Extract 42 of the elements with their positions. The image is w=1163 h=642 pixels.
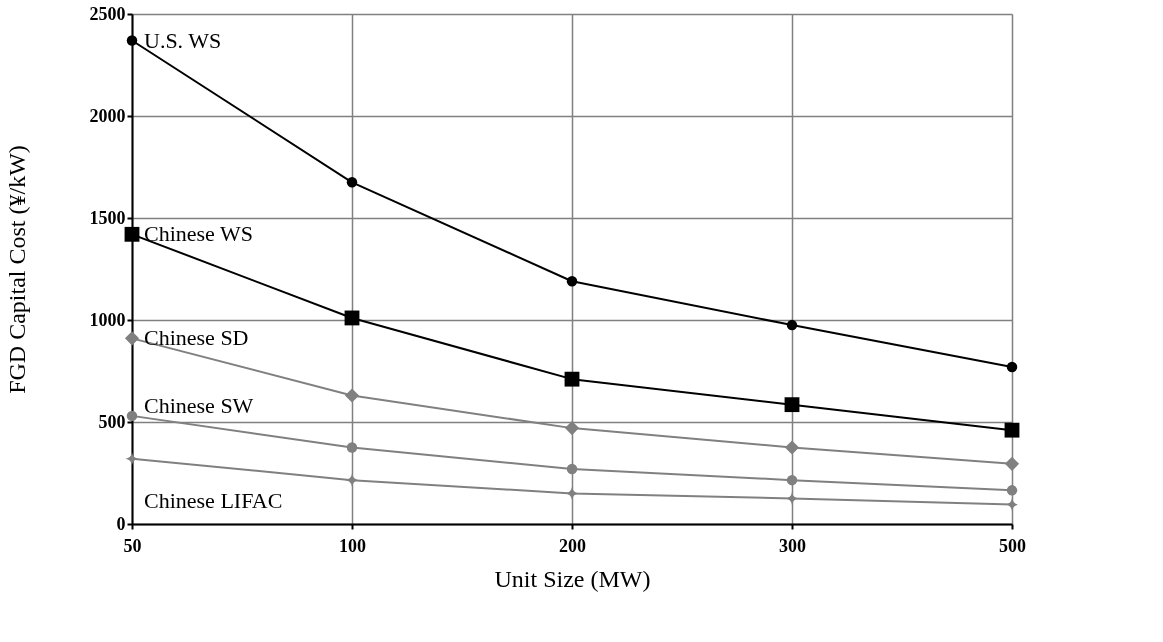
point bbox=[124, 331, 140, 346]
series-label: Chinese LIFAC bbox=[144, 487, 283, 513]
point bbox=[345, 473, 359, 487]
x-tick-label: 200 bbox=[559, 535, 586, 556]
series-label: Chinese SD bbox=[144, 325, 249, 351]
y-tick-label: 500 bbox=[98, 411, 126, 432]
point bbox=[1004, 456, 1020, 471]
point bbox=[1004, 422, 1020, 438]
point bbox=[1005, 498, 1019, 512]
x-tick-label: 50 bbox=[123, 535, 142, 556]
y-tick-label: 1000 bbox=[89, 309, 126, 330]
point bbox=[126, 35, 138, 46]
point bbox=[346, 442, 358, 453]
y-tick-label: 2500 bbox=[89, 3, 126, 24]
point bbox=[785, 491, 799, 506]
x-tick-label: 100 bbox=[339, 535, 366, 556]
y-tick-label: 0 bbox=[116, 513, 126, 534]
series-label: Chinese SW bbox=[144, 392, 254, 418]
x-axis-title: Unit Size (MW) bbox=[494, 565, 651, 592]
point bbox=[126, 410, 138, 422]
point bbox=[784, 440, 800, 455]
point bbox=[1006, 485, 1018, 496]
point bbox=[566, 276, 578, 287]
point bbox=[346, 177, 358, 188]
point bbox=[786, 319, 798, 331]
point bbox=[564, 421, 580, 436]
point bbox=[565, 486, 579, 500]
x-tick-label: 300 bbox=[779, 535, 806, 556]
y-tick-label: 1500 bbox=[89, 207, 126, 228]
point bbox=[566, 463, 578, 475]
point bbox=[124, 226, 140, 242]
point bbox=[564, 371, 580, 387]
point bbox=[125, 452, 139, 466]
series-label: Chinese WS bbox=[144, 221, 253, 247]
point bbox=[1006, 361, 1018, 373]
y-axis-title: FGD Capital Cost (¥/kW) bbox=[3, 145, 30, 394]
point bbox=[344, 388, 360, 403]
y-tick-label: 2000 bbox=[89, 105, 126, 126]
point bbox=[784, 397, 800, 413]
series-label: U.S. WS bbox=[144, 27, 222, 53]
point bbox=[786, 474, 798, 486]
x-tick-label: 500 bbox=[999, 535, 1026, 556]
